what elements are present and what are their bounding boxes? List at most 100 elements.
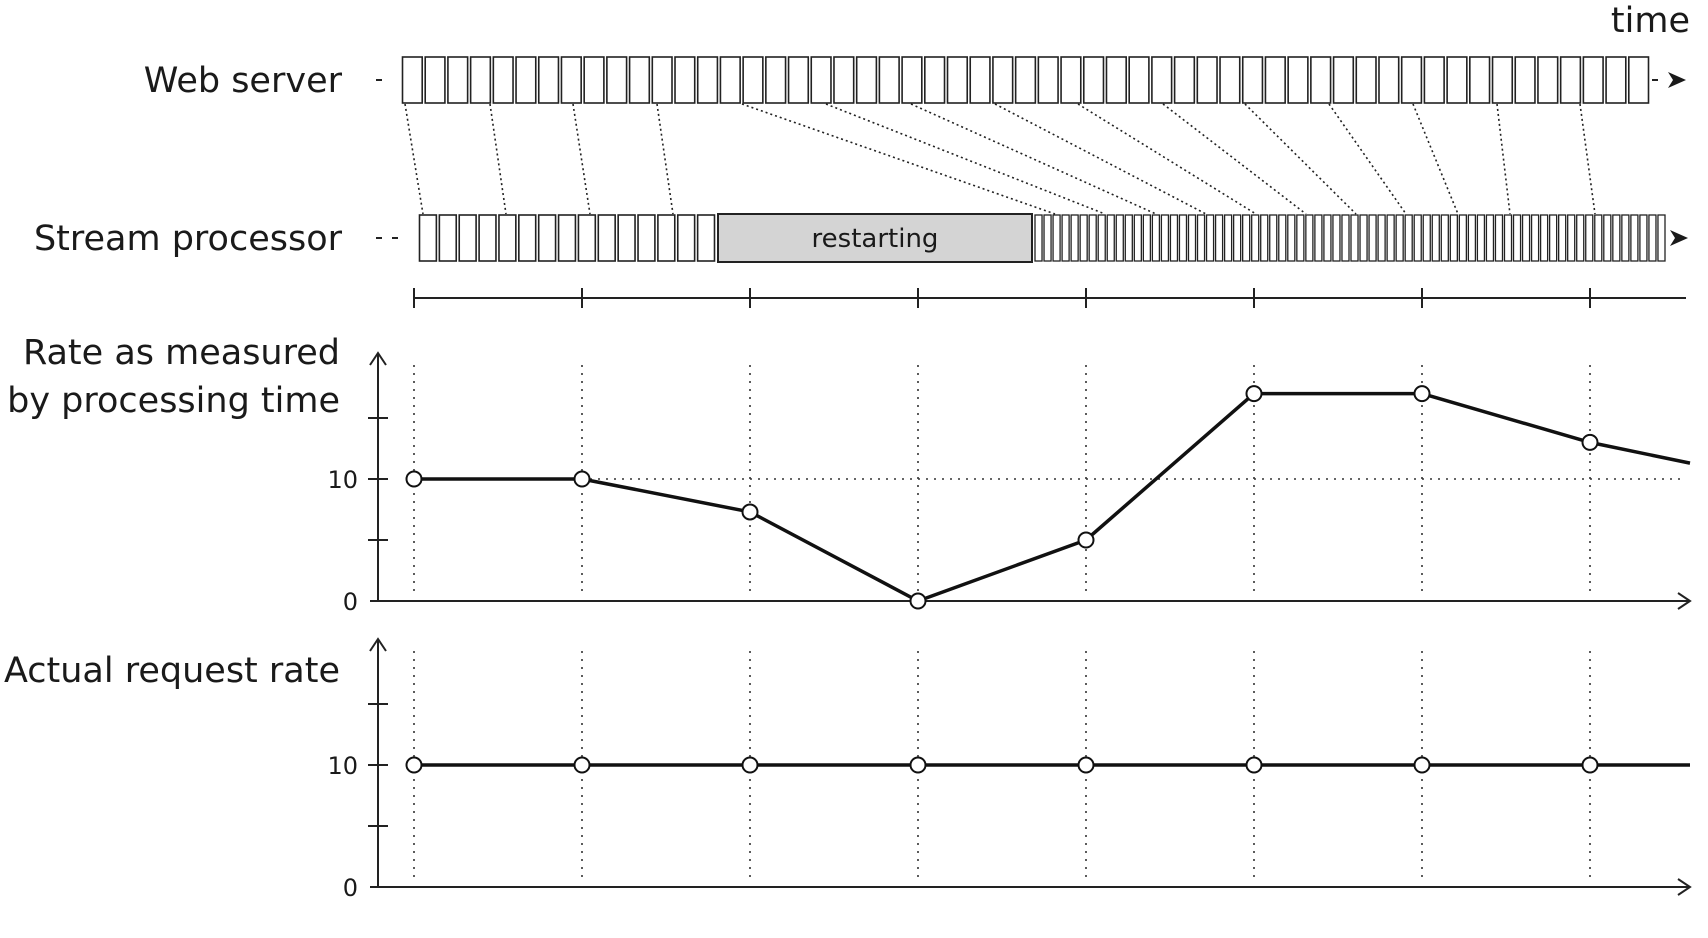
restart-box [717, 213, 1033, 263]
event-connector [1328, 103, 1407, 215]
chart1-data-point [405, 470, 423, 488]
chart2-title: Actual request rate [4, 651, 340, 691]
stream-processor-event [1287, 214, 1296, 262]
event-connector [994, 103, 1207, 215]
stream-processor-event [637, 214, 656, 262]
web-server-event [1173, 56, 1196, 104]
chart2-data-point [573, 756, 591, 774]
web-server-event [1446, 56, 1468, 104]
event-connectors [404, 103, 1596, 215]
stream-processor-event [1512, 214, 1522, 262]
web-server-event [1219, 56, 1241, 104]
stream-processor-event [1223, 214, 1233, 262]
chart2-x-axis-arrow-icon [1677, 878, 1692, 896]
stream-processor-event [498, 214, 517, 262]
event-connector [825, 103, 1106, 215]
stream-processor-event [1133, 214, 1142, 262]
web-server-event [1287, 56, 1309, 104]
stream-processor-event [1548, 214, 1558, 262]
stream-processor-event [1214, 214, 1224, 262]
restart-label: restarting [812, 224, 939, 254]
chart1-y-tick-label: 0 [343, 588, 358, 616]
web-server-event [1332, 56, 1355, 104]
web-server-event [742, 56, 764, 104]
web-server-event [1582, 56, 1604, 104]
stream-processor-event [1431, 214, 1440, 262]
stream-processor-event [1368, 214, 1377, 262]
stream-processor-event [1503, 214, 1513, 262]
stream-processor-event [1521, 214, 1531, 262]
web-server-event [765, 56, 787, 104]
stream-processor-event [1187, 214, 1197, 262]
web-server-event [651, 56, 673, 104]
chart1-data-point [573, 470, 591, 488]
web-server-event [810, 56, 832, 104]
stream-processor-event [1332, 214, 1341, 262]
web-server-event [696, 56, 719, 104]
web-server-event [560, 56, 582, 104]
stream-processor-event [1242, 214, 1251, 262]
event-connector [1162, 103, 1307, 215]
chart1-title-line2: by processing time [7, 381, 340, 421]
web-server-event [1105, 56, 1127, 104]
web-server-event [1378, 56, 1400, 104]
web-server-event [537, 56, 560, 104]
event-connector [489, 103, 507, 215]
chart2-y-axis-arrow-icon [369, 637, 387, 652]
event-connector [741, 103, 1056, 215]
stream-processor-event [1585, 214, 1594, 262]
stream-processor-event [458, 214, 477, 262]
chart1-title-line1: Rate as measured [23, 333, 340, 373]
web-server-event [946, 56, 969, 104]
stream-processor-event [1485, 214, 1495, 262]
event-connector [1496, 103, 1511, 215]
stream-processor-event [1612, 214, 1621, 262]
stream-processor-arrowhead-icon [1670, 230, 1688, 246]
stream-processor-event [1169, 214, 1179, 262]
event-connector [910, 103, 1157, 215]
web-server-label: Web server [144, 61, 343, 101]
stream-processor-event [1043, 214, 1052, 262]
chart2-data-point [741, 756, 759, 774]
stream-processor-events-after [1034, 214, 1666, 262]
web-server-event [1014, 56, 1037, 104]
chart1-x-axis-arrow-icon [1677, 592, 1692, 610]
stream-processor-event [478, 214, 497, 262]
stream-processor-event [1034, 214, 1043, 262]
stream-processor-event [1115, 214, 1124, 262]
stream-processor-event [1341, 214, 1350, 262]
web-server-event [719, 56, 741, 104]
stream-processor-event [1657, 214, 1666, 262]
stream-processor-event [537, 214, 557, 262]
web-server-event [1559, 56, 1582, 104]
stream-processor-event [1440, 214, 1449, 262]
web-server-event [1037, 56, 1059, 104]
stream-processor-event [657, 214, 676, 262]
web-server-event [1355, 56, 1377, 104]
stream-processor-event [1314, 214, 1323, 262]
stream-processor-event [1476, 214, 1486, 262]
stream-processor-event [1449, 214, 1458, 262]
stream-processor-event [1305, 214, 1314, 262]
stream-processor-event [1232, 214, 1242, 262]
stream-processor-event [1594, 214, 1603, 262]
chart1-data-point [741, 503, 759, 521]
web-server-event [628, 56, 651, 104]
event-connector [404, 103, 424, 215]
stream-processor-event [1630, 214, 1639, 262]
stream-processor-event [1467, 214, 1477, 262]
stream-processor-event [1142, 214, 1152, 262]
stream-processor-event [617, 214, 636, 262]
chart2-data-point [909, 756, 927, 774]
web-server-event [787, 56, 810, 104]
chart2-y-tick-label: 0 [343, 874, 358, 902]
chart2-data-point [1413, 756, 1431, 774]
stream-processor-event [557, 214, 577, 262]
actual-request-rate-chart: 0 10 [327, 637, 1692, 902]
event-connector [656, 103, 674, 215]
chart1-y-axis-arrow-icon [369, 351, 387, 366]
stream-processor-event [1350, 214, 1359, 262]
stream-processor-event [1052, 214, 1061, 262]
web-server-event [992, 56, 1014, 104]
web-server-events [401, 56, 1650, 104]
